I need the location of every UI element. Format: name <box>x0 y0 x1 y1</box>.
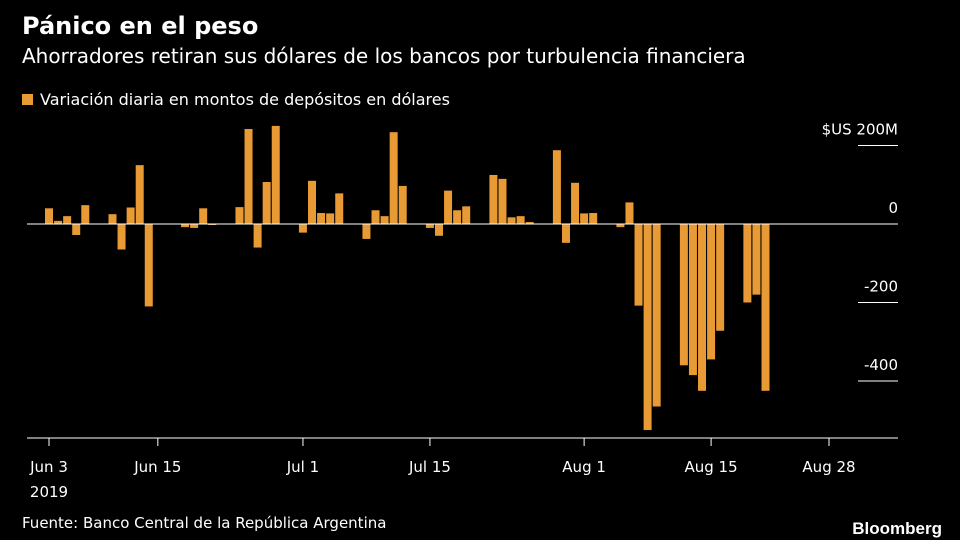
x-tick-sublabel: 2019 <box>30 483 68 501</box>
bar <box>45 208 53 224</box>
bar <box>54 220 63 224</box>
bar <box>326 213 335 224</box>
bar <box>190 224 199 228</box>
bar <box>698 224 707 391</box>
x-tick-label: Jul 1 <box>286 458 319 476</box>
chart-subtitle: Ahorradores retiran sus dólares de los b… <box>22 44 746 68</box>
bar <box>625 202 634 224</box>
bar <box>525 222 534 224</box>
bar <box>435 224 443 236</box>
bar <box>253 224 262 248</box>
bar <box>444 190 453 224</box>
bar <box>761 224 770 391</box>
x-tick-label: Aug 28 <box>802 458 855 476</box>
bar <box>552 150 561 224</box>
bar <box>707 224 716 360</box>
x-tick-label: Jun 15 <box>133 458 181 476</box>
bar <box>126 207 135 224</box>
bar <box>63 216 72 224</box>
bar <box>317 213 326 224</box>
bar <box>679 224 688 366</box>
bar <box>462 206 471 224</box>
bar <box>235 207 244 224</box>
bar <box>716 224 725 331</box>
bar <box>199 208 208 224</box>
y-tick-label: 0 <box>888 199 898 217</box>
bar <box>489 174 498 224</box>
y-tick-label: -400 <box>864 356 898 374</box>
bar <box>271 125 280 225</box>
bar <box>298 224 307 233</box>
bar <box>181 224 190 228</box>
bar <box>752 224 761 295</box>
bar <box>580 213 589 224</box>
bar <box>389 132 398 224</box>
bar <box>135 165 144 225</box>
bar <box>589 213 598 224</box>
bar <box>244 129 253 224</box>
x-tick-label: Aug 1 <box>562 458 606 476</box>
y-tick-label: -200 <box>864 278 898 296</box>
bar <box>72 224 81 235</box>
bar <box>262 182 271 224</box>
x-tick-label: Jul 15 <box>408 458 451 476</box>
bar <box>144 224 153 307</box>
bar <box>308 180 317 224</box>
bar <box>688 224 697 376</box>
bar <box>561 224 570 243</box>
bar <box>398 185 407 224</box>
bar <box>425 224 434 228</box>
bar <box>616 224 625 228</box>
bloomberg-logo: Bloomberg <box>852 519 942 538</box>
bar <box>362 224 371 239</box>
source-note: Fuente: Banco Central de la República Ar… <box>22 514 387 532</box>
bar <box>108 214 117 224</box>
bar <box>743 224 752 303</box>
bar <box>498 178 507 224</box>
bar <box>634 224 643 306</box>
x-tick-label: Aug 15 <box>685 458 738 476</box>
legend: Variación diaria en montos de depósitos … <box>22 90 450 109</box>
bar <box>117 224 126 250</box>
x-tick-label: Jun 3 <box>29 458 68 476</box>
bar <box>507 217 516 224</box>
chart-title: Pánico en el peso <box>22 12 259 40</box>
bar <box>371 210 380 224</box>
bar <box>643 224 652 431</box>
bar <box>453 210 462 224</box>
bar <box>571 182 580 224</box>
bar <box>81 205 90 224</box>
legend-swatch <box>22 94 33 105</box>
bar <box>380 216 389 224</box>
bar <box>652 224 661 407</box>
legend-label: Variación diaria en montos de depósitos … <box>40 90 450 109</box>
bar <box>516 216 525 224</box>
y-tick-label: $US 200M <box>822 121 898 139</box>
bar <box>335 193 344 224</box>
